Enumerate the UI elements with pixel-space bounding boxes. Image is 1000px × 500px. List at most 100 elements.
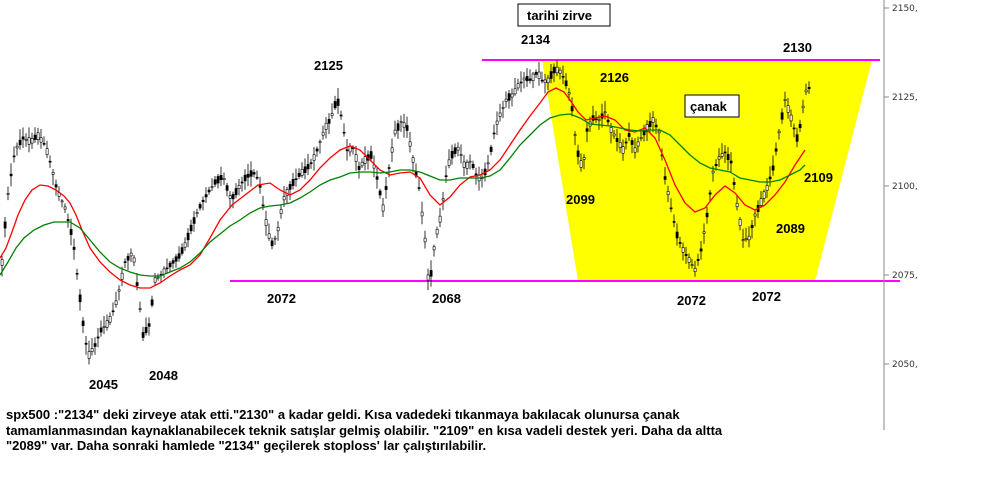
candle-body: [408, 141, 412, 147]
candle-body: [651, 117, 655, 123]
cup-pattern-area: [542, 60, 872, 281]
label-2048: 2048: [149, 368, 178, 383]
candle-body: [522, 77, 526, 81]
candle-body: [198, 204, 202, 209]
candle-body: [147, 323, 151, 327]
candle-body: [699, 248, 703, 252]
candle-body: [630, 140, 634, 145]
tarihi-zirve-box: [517, 3, 611, 27]
candle-body: [642, 130, 646, 136]
label-2072-mid: 2072: [677, 293, 706, 308]
candle-body: [213, 179, 217, 185]
candle-body: [669, 207, 673, 210]
candle-body: [297, 173, 301, 177]
candle-body: [303, 166, 307, 173]
candle-body: [258, 185, 262, 188]
candle-body: [501, 107, 505, 109]
candle-body: [84, 342, 88, 345]
candle-body: [546, 77, 550, 83]
candle-body: [696, 258, 700, 262]
candles: [0, 60, 811, 365]
commentary-line: spx500 :"2134" deki zirveye atak etti."2…: [6, 407, 680, 422]
candle-body: [9, 173, 13, 177]
candle-body: [336, 98, 340, 106]
candle-body: [510, 93, 514, 98]
candle-body: [69, 229, 73, 235]
label-2134: 2134: [521, 32, 551, 47]
candle-body: [36, 132, 40, 141]
candle-body: [96, 336, 100, 339]
candle-body: [459, 154, 463, 156]
candle-body: [186, 232, 190, 241]
candle-body: [357, 166, 361, 170]
label-2045: 2045: [89, 377, 118, 392]
candle-body: [513, 88, 517, 95]
price-axis: 2050, 2075, 2100, 2125, 2150,: [884, 4, 918, 370]
candle-body: [789, 114, 793, 122]
candle-body: [420, 211, 424, 217]
candle-body: [339, 114, 343, 117]
candle-body: [582, 157, 586, 160]
commentary-line: "2089" var. Daha sonraki hamlede "2134" …: [6, 438, 487, 453]
candle-body: [225, 185, 229, 191]
candle-body: [450, 150, 454, 159]
candle-body: [219, 175, 223, 180]
candle-body: [324, 122, 328, 130]
candle-body: [702, 231, 706, 234]
candle-body: [78, 294, 82, 303]
candle-body: [63, 206, 67, 210]
candle-body: [438, 215, 442, 223]
candle-body: [489, 146, 493, 152]
candle-body: [486, 162, 490, 165]
candle-body: [624, 141, 628, 144]
candle-body: [144, 327, 148, 333]
candle-body: [687, 257, 691, 263]
candle-body: [291, 179, 295, 186]
candle-body: [3, 221, 7, 229]
candle-body: [66, 219, 70, 221]
candle-body: [567, 92, 571, 95]
candle-body: [381, 204, 385, 212]
candle-body: [426, 274, 430, 281]
candle-body: [312, 154, 316, 161]
candle-body: [255, 176, 259, 179]
candle-body: [402, 122, 406, 128]
candle-body: [81, 320, 85, 326]
candle-body: [561, 76, 565, 78]
candle-body: [237, 185, 241, 189]
candle-body: [102, 326, 106, 328]
candle-body: [783, 98, 787, 102]
candle-body: [681, 247, 685, 253]
candle-body: [183, 242, 187, 248]
y-tick-label: 2075,: [892, 271, 918, 281]
candle-body: [672, 221, 676, 223]
tarihi-zirve-label: tarihi zirve: [527, 8, 592, 23]
candle-body: [141, 332, 145, 338]
candle-body: [678, 242, 682, 244]
candle-body: [645, 124, 649, 132]
candle-body: [321, 131, 325, 136]
candle-body: [99, 327, 103, 333]
candle-body: [378, 190, 382, 196]
candle-body: [432, 246, 436, 251]
candle-body: [243, 174, 247, 182]
candle-body: [39, 137, 43, 143]
candle-body: [507, 93, 511, 101]
candle-body: [246, 173, 250, 178]
candle-body: [288, 184, 292, 190]
candle-body: [435, 229, 439, 235]
candle-body: [105, 320, 109, 328]
candle-body: [6, 193, 10, 195]
candle-body: [621, 146, 625, 154]
candle-body: [429, 270, 433, 277]
candle-body: [345, 149, 349, 152]
candle-body: [780, 112, 784, 120]
candle-body: [684, 253, 688, 257]
candle-body: [174, 256, 178, 262]
candle-body: [261, 204, 265, 207]
candle-body: [399, 121, 403, 123]
candle-body: [579, 160, 583, 168]
y-tick-label: 2050,: [892, 360, 918, 370]
candle-body: [534, 71, 538, 75]
candle-body: [75, 273, 79, 275]
